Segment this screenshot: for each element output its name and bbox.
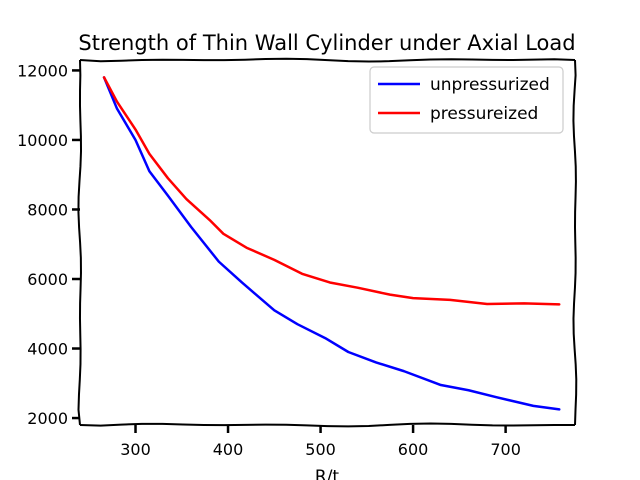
axes-frame-edge	[79, 422, 576, 428]
legend: unpressurized pressureized	[369, 66, 564, 134]
x-tick-label: 500	[305, 440, 336, 459]
y-tick-label: 8000	[27, 200, 68, 219]
y-tick-label: 12000	[17, 61, 68, 80]
y-tick-label: 6000	[27, 270, 68, 289]
x-tick-label: 400	[213, 440, 244, 459]
x-tick-label: 300	[120, 440, 151, 459]
axes-frame-edge	[79, 57, 576, 63]
x-axis-label: R/t	[315, 467, 340, 480]
chart-title: Strength of Thin Wall Cylinder under Axi…	[78, 31, 575, 55]
x-tick-label: 600	[398, 440, 429, 459]
legend-label: pressureized	[430, 104, 538, 124]
y-tick-label: 2000	[27, 409, 68, 428]
x-tick-label: 700	[490, 440, 521, 459]
axes-frame-edge	[572, 59, 578, 426]
y-tick-label: 4000	[27, 340, 68, 359]
axes-frame-edge	[77, 59, 83, 426]
series-line-pressureized	[102, 76, 561, 306]
series-line-unpressurized	[102, 76, 561, 411]
y-tick-label: 10000	[17, 131, 68, 150]
legend-label: unpressurized	[430, 75, 550, 95]
